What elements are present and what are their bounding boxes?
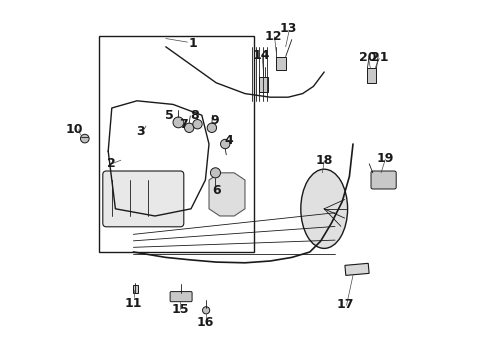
Text: 7: 7 [179, 118, 188, 131]
Polygon shape [209, 173, 245, 216]
Text: 1: 1 [189, 37, 197, 50]
Text: 5: 5 [165, 109, 174, 122]
Text: 13: 13 [279, 22, 297, 35]
FancyBboxPatch shape [371, 171, 396, 189]
Circle shape [210, 168, 221, 178]
Circle shape [173, 117, 184, 128]
Text: 12: 12 [265, 30, 283, 42]
Text: 19: 19 [377, 152, 394, 165]
Bar [275, 57, 286, 70]
Text: 21: 21 [371, 51, 389, 64]
Circle shape [207, 123, 217, 132]
Text: 20: 20 [359, 51, 376, 64]
FancyBboxPatch shape [103, 171, 184, 227]
Bar [133, 285, 138, 293]
Text: 14: 14 [252, 49, 270, 62]
Circle shape [185, 123, 194, 132]
Bar [345, 263, 369, 275]
Text: 17: 17 [337, 298, 355, 311]
Text: 11: 11 [124, 297, 142, 310]
Text: 3: 3 [136, 125, 145, 138]
Text: 15: 15 [172, 303, 189, 316]
Circle shape [202, 307, 210, 314]
Text: 8: 8 [190, 109, 199, 122]
Text: 2: 2 [107, 157, 116, 170]
Text: 10: 10 [65, 123, 83, 136]
Bar [368, 68, 376, 83]
Text: 18: 18 [316, 154, 333, 167]
Text: 6: 6 [212, 184, 220, 197]
FancyBboxPatch shape [170, 292, 192, 302]
Circle shape [80, 134, 89, 143]
Text: 9: 9 [210, 114, 219, 127]
Bar [259, 77, 269, 92]
Ellipse shape [301, 169, 347, 248]
Bar [99, 36, 254, 252]
Text: 4: 4 [224, 134, 233, 147]
Text: 16: 16 [196, 316, 214, 329]
Circle shape [193, 120, 202, 129]
Circle shape [220, 139, 230, 149]
